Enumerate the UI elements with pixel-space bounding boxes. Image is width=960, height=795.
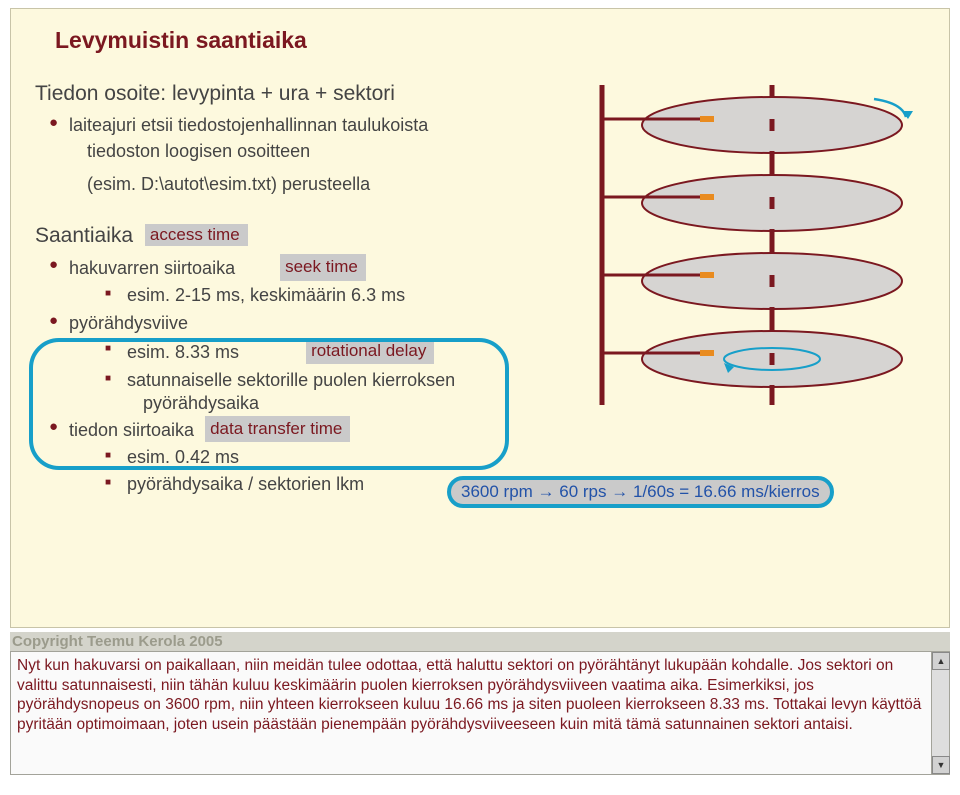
notes-panel: Nyt kun hakuvarsi on paikallaan, niin me… <box>10 651 950 775</box>
slide-title: Levymuistin saantiaika <box>55 27 933 54</box>
callout-rpm-calc: 3600 rpm → 60 rps → 1/60s = 16.66 ms/kie… <box>447 476 834 508</box>
rot-ex1-text: esim. 8.33 ms <box>127 342 239 362</box>
scroll-up-icon[interactable]: ▲ <box>932 652 950 670</box>
tag-access-time: access time <box>145 224 248 246</box>
tag-rotational-delay: rotational delay <box>306 338 434 364</box>
notes-text: Nyt kun hakuvarsi on paikallaan, niin me… <box>11 652 931 774</box>
disk-diagram <box>542 65 937 425</box>
slide: Levymuistin saantiaika Tiedon osoite: le… <box>10 8 950 628</box>
access-heading-text: Saantiaika <box>35 224 133 247</box>
tag-data-transfer-time: data transfer time <box>205 416 350 443</box>
tag-seek-time: seek time <box>280 254 366 281</box>
notes-scrollbar[interactable]: ▲ ▼ <box>931 652 949 774</box>
seek-label: hakuvarren siirtoaika <box>69 258 235 278</box>
xfer-example-1: esim. 0.42 ms <box>127 445 933 470</box>
scroll-down-icon[interactable]: ▼ <box>932 756 950 774</box>
copyright-bar: Copyright Teemu Kerola 2005 <box>10 632 950 651</box>
xfer-label: tiedon siirtoaika <box>69 420 194 440</box>
